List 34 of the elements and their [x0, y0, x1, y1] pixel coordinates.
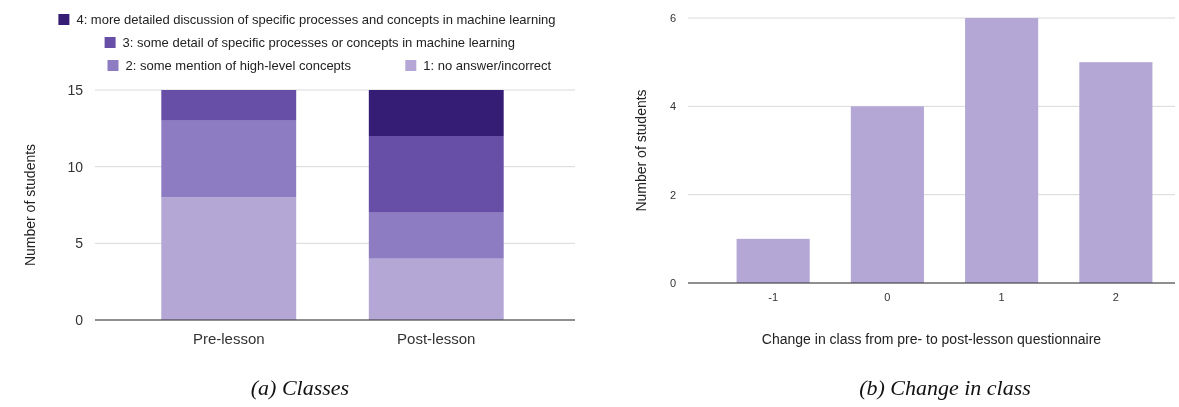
y-tick-label: 2 [669, 188, 676, 201]
bar [368, 258, 504, 320]
legend-label: 1: no answer/incorrect [423, 58, 552, 73]
legend-label: 4: more detailed discussion of specific processes and concepts in machine learning [76, 12, 556, 27]
bar [161, 197, 297, 320]
y-axis-title: Number of students [22, 143, 38, 267]
x-tick-label: 0 [884, 291, 891, 303]
x-tick-label: 2 [1112, 291, 1119, 303]
y-tick-label: 0 [669, 276, 676, 289]
x-tick-label: Pre-lesson [192, 330, 265, 347]
bar [161, 120, 297, 198]
y-tick-label: 4 [669, 100, 676, 113]
y-axis-title: Number of students [633, 89, 649, 212]
bar [161, 90, 297, 121]
bar [850, 106, 924, 283]
bar [368, 212, 504, 259]
x-tick-label: -1 [768, 291, 779, 303]
legend-label: 3: some detail of specific processes or concepts in machine learning [122, 35, 515, 50]
bar [736, 238, 810, 283]
text: (a) Classes [250, 375, 350, 400]
y-tick-label: 5 [75, 235, 84, 252]
bar [368, 90, 504, 136]
x-tick-label: Post-lesson [397, 330, 476, 347]
y-tick-label: 15 [67, 81, 84, 98]
bar [1079, 62, 1153, 283]
x-axis-title: Change in class from pre- to post-lesson questionnaire [761, 331, 1102, 347]
text: (b) Change in class [859, 375, 1031, 400]
bar [965, 18, 1039, 283]
y-tick-label: 0 [75, 311, 84, 328]
y-tick-label: 6 [669, 11, 676, 24]
y-tick-label: 10 [67, 158, 84, 175]
bar [368, 136, 504, 213]
legend-label: 2: some mention of high-level concepts [125, 58, 352, 73]
x-tick-label: 1 [998, 291, 1005, 303]
